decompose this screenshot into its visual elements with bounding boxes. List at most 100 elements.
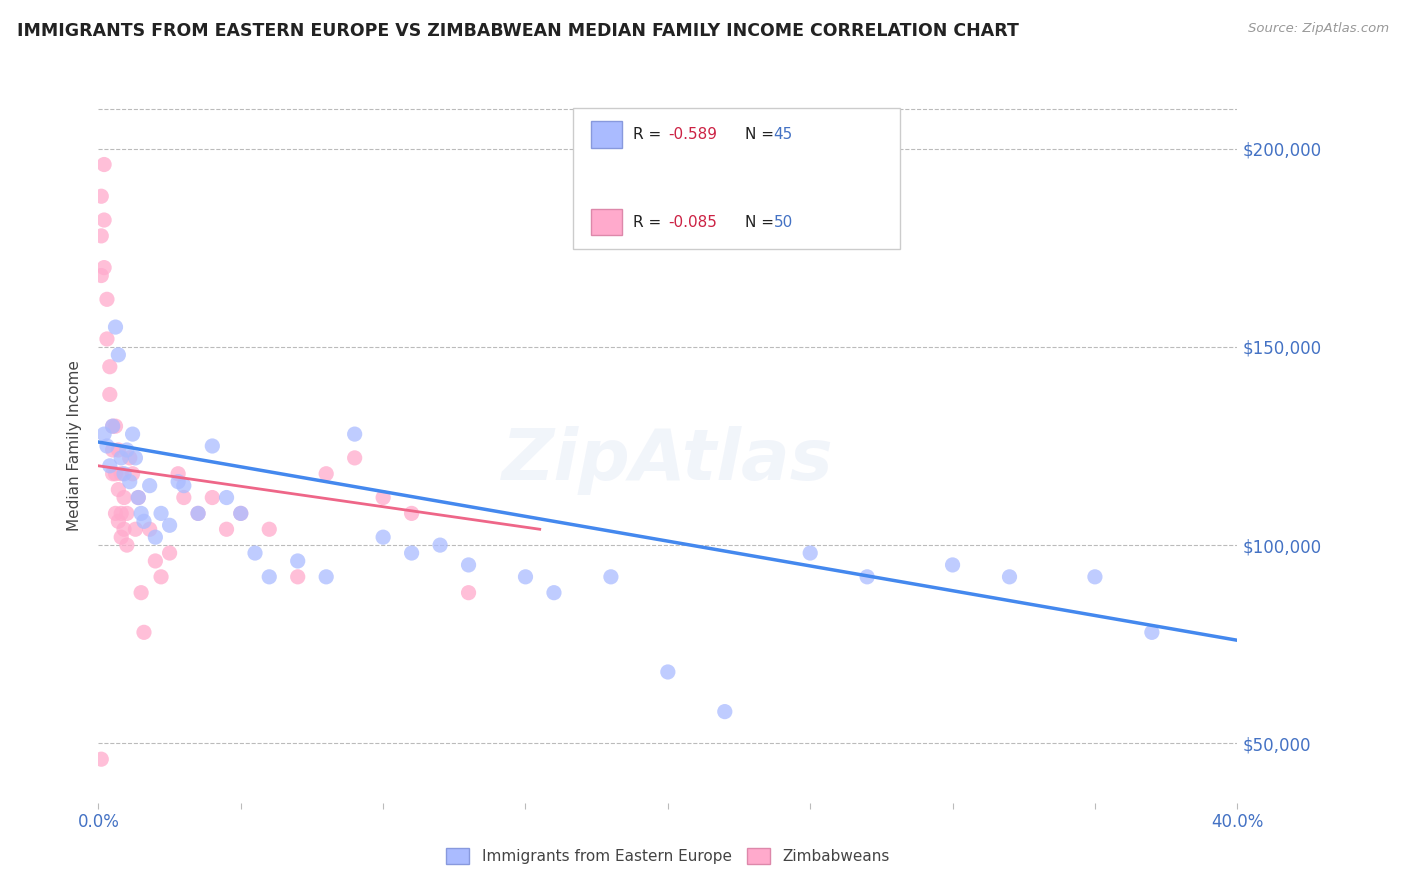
Point	[373, 491, 395, 505]
Point	[1140, 625, 1163, 640]
Point	[118, 450, 141, 465]
Point	[129, 585, 152, 599]
Point	[201, 491, 224, 505]
Legend: Immigrants from Eastern Europe, Zimbabweans: Immigrants from Eastern Europe, Zimbabwe…	[440, 842, 896, 870]
Point	[112, 522, 135, 536]
Point	[110, 507, 132, 521]
Point	[429, 538, 451, 552]
Point	[229, 507, 252, 521]
Point	[187, 507, 209, 521]
Point	[98, 387, 121, 401]
Point	[98, 359, 121, 374]
Point	[124, 450, 146, 465]
Point	[118, 475, 141, 489]
Point	[401, 507, 423, 521]
Point	[127, 491, 149, 505]
Point	[101, 419, 124, 434]
Point	[127, 491, 149, 505]
Point	[101, 419, 124, 434]
Point	[90, 189, 112, 203]
Point	[115, 442, 138, 457]
Point	[107, 514, 129, 528]
Text: Source: ZipAtlas.com: Source: ZipAtlas.com	[1249, 22, 1389, 36]
Point	[104, 507, 127, 521]
Point	[96, 332, 118, 346]
Text: N =: N =	[745, 215, 779, 229]
Point	[315, 570, 337, 584]
Text: ZipAtlas: ZipAtlas	[502, 425, 834, 495]
Point	[112, 467, 135, 481]
Point	[110, 530, 132, 544]
Point	[110, 467, 132, 481]
Point	[287, 570, 309, 584]
Text: 50: 50	[773, 215, 793, 229]
Point	[159, 518, 181, 533]
Point	[138, 522, 160, 536]
Point	[714, 705, 737, 719]
Y-axis label: Median Family Income: Median Family Income	[67, 360, 83, 532]
Point	[145, 554, 167, 568]
Point	[101, 467, 124, 481]
Point	[998, 570, 1021, 584]
Text: -0.085: -0.085	[668, 215, 717, 229]
Point	[121, 427, 143, 442]
Point	[457, 558, 479, 572]
Point	[93, 157, 115, 171]
Point	[150, 570, 173, 584]
Point	[150, 507, 173, 521]
Point	[124, 522, 146, 536]
Point	[107, 442, 129, 457]
Point	[93, 213, 115, 227]
Point	[107, 348, 129, 362]
Point	[457, 585, 479, 599]
Point	[101, 442, 124, 457]
Point	[104, 467, 127, 481]
Point	[173, 491, 195, 505]
Point	[98, 458, 121, 473]
Point	[229, 507, 252, 521]
Point	[799, 546, 821, 560]
Point	[93, 260, 115, 275]
Point	[115, 507, 138, 521]
Text: R =: R =	[633, 128, 666, 142]
Point	[215, 491, 238, 505]
Point	[343, 427, 366, 442]
Text: N =: N =	[745, 128, 779, 142]
Point	[1084, 570, 1107, 584]
Point	[145, 530, 167, 544]
Point	[373, 530, 395, 544]
Point	[121, 467, 143, 481]
Point	[167, 467, 190, 481]
Text: 45: 45	[773, 128, 793, 142]
Point	[132, 625, 155, 640]
Point	[90, 752, 112, 766]
Point	[129, 507, 152, 521]
Point	[115, 538, 138, 552]
Point	[112, 491, 135, 505]
Point	[110, 450, 132, 465]
Point	[343, 450, 366, 465]
Point	[107, 483, 129, 497]
Point	[215, 522, 238, 536]
Point	[856, 570, 879, 584]
Point	[515, 570, 537, 584]
Point	[287, 554, 309, 568]
Point	[96, 293, 118, 307]
Point	[543, 585, 565, 599]
Point	[600, 570, 623, 584]
Point	[243, 546, 266, 560]
Point	[138, 478, 160, 492]
Point	[259, 522, 281, 536]
Point	[401, 546, 423, 560]
Point	[201, 439, 224, 453]
Point	[173, 478, 195, 492]
Point	[159, 546, 181, 560]
Point	[187, 507, 209, 521]
Point	[90, 268, 112, 283]
Point	[104, 419, 127, 434]
Text: -0.589: -0.589	[668, 128, 717, 142]
Point	[259, 570, 281, 584]
Point	[132, 514, 155, 528]
Point	[104, 320, 127, 334]
Point	[657, 665, 679, 679]
